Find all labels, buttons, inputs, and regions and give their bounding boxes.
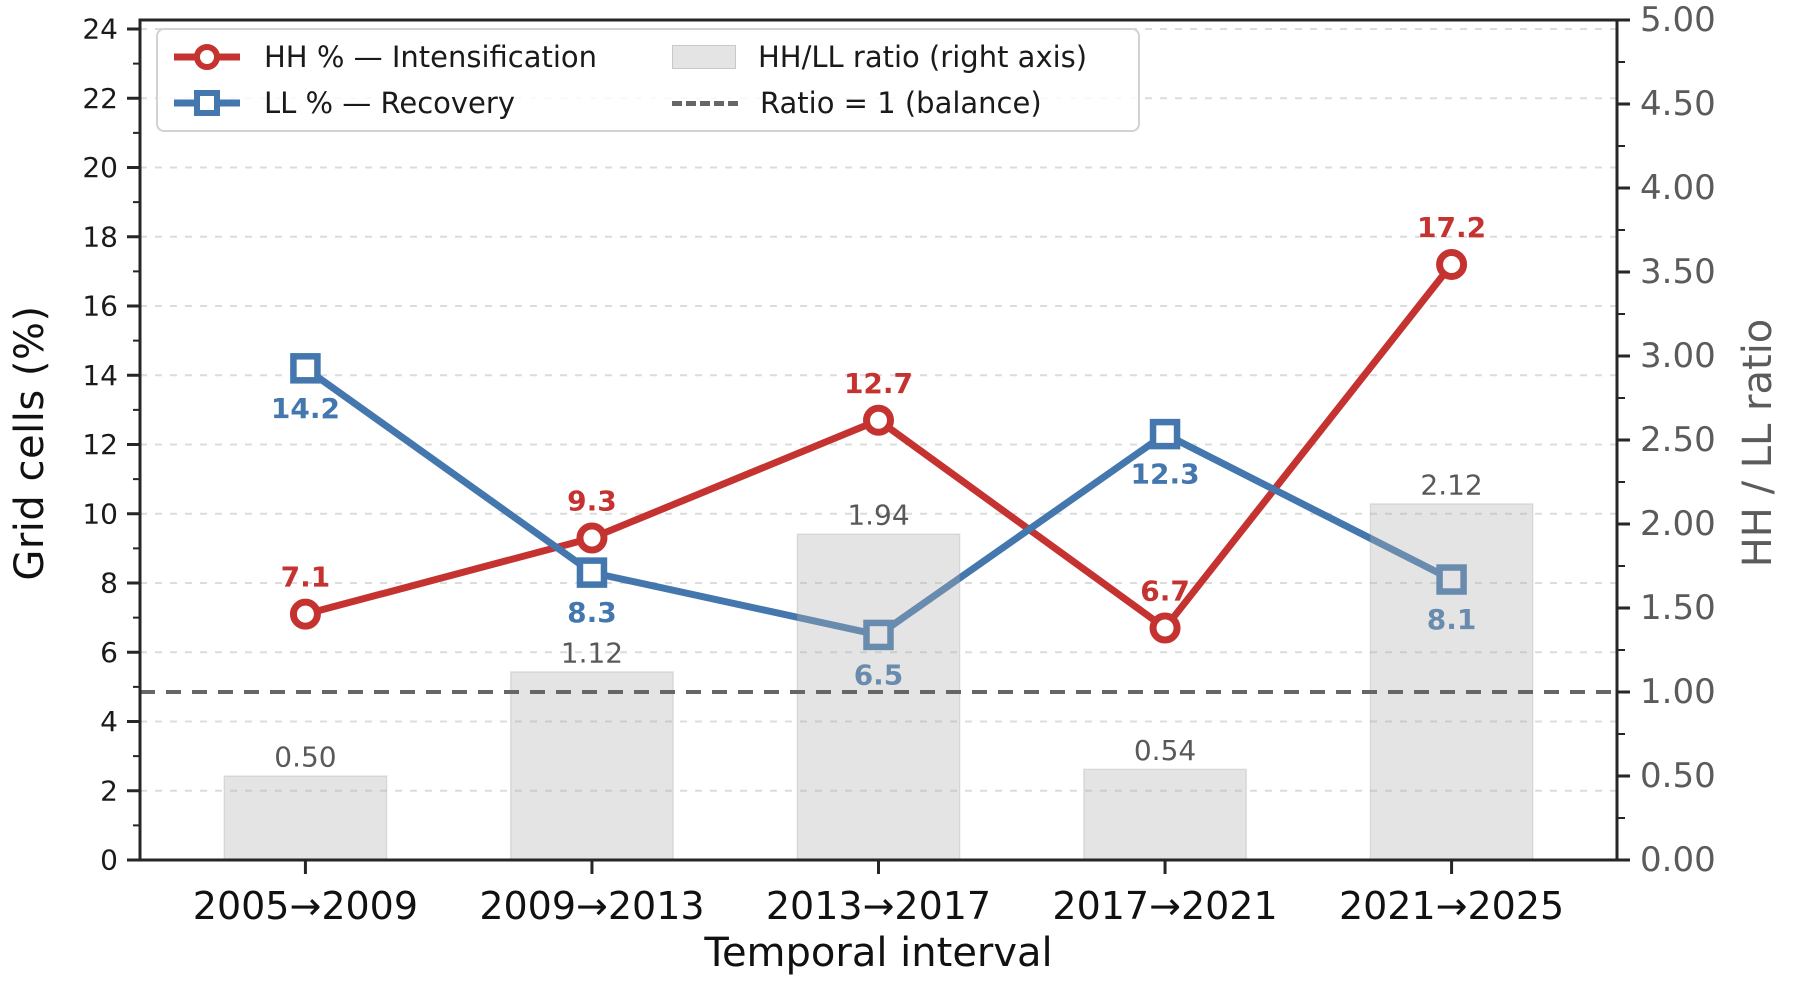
hh-value-label: 17.2 [1417,211,1486,244]
right-tick-label: 1.50 [1640,588,1716,628]
legend-column-ratio: HH/LL ratio (right axis) Ratio = 1 (bala… [672,36,1124,124]
right-tick-label: 2.50 [1640,420,1716,460]
left-axis-title: Grid cells (%) [7,305,53,581]
legend-column-lines: HH % — Intensification LL % — Recovery [172,36,672,124]
hh-value-label: 6.7 [1140,575,1190,608]
legend-label-ratio-bar: HH/LL ratio (right axis) [758,40,1088,74]
ll-marker [1149,418,1181,450]
x-tick-label: 2005→2009 [193,884,418,928]
hh-marker [1436,248,1468,280]
legend-label-hh: HH % — Intensification [264,40,598,74]
left-tick-label: 12 [82,428,118,461]
left-tick-label: 2 [100,774,118,807]
ll-value-label: 6.5 [854,658,904,691]
hh-value-label: 12.7 [844,367,913,400]
right-tick-label: 4.00 [1640,168,1716,208]
x-tick-label: 2017→2021 [1052,884,1277,928]
hh-marker [863,404,894,436]
left-tick-label: 18 [82,220,118,253]
ratio-bar [796,533,961,861]
left-tick-label: 10 [82,497,118,530]
hh-series: 7.1 9.3 12.7 6.7 17.2 [281,211,1486,644]
right-tick-label: 1.00 [1640,672,1716,712]
ratio-bar [1369,503,1534,861]
legend: HH % — Intensification LL % — Recovery H… [156,28,1140,132]
dashed-line-sample-icon [672,100,738,106]
right-tick-label: 3.50 [1640,252,1716,292]
legend-entry-ratio-one: Ratio = 1 (balance) [672,82,1124,124]
right-tick-label: 0.50 [1640,756,1716,796]
legend-label-ll: LL % — Recovery [264,86,515,120]
hh-marker [576,522,608,554]
legend-label-ratio-one: Ratio = 1 (balance) [760,86,1042,120]
ratio-bar-sample-icon [672,45,736,69]
ll-series: 14.2 8.3 6.5 12.3 8.1 [271,353,1477,691]
right-tick-label: 2.00 [1640,504,1716,544]
legend-entry-hh: HH % — Intensification [172,36,672,78]
ratio-bar-label: 0.54 [1134,734,1196,767]
x-tick-label: 2021→2025 [1339,884,1564,928]
ll-value-label: 12.3 [1130,458,1199,491]
hh-line-sample-icon [174,44,240,70]
ll-value-label: 8.1 [1427,603,1477,636]
ll-line-sample-icon [174,90,240,116]
x-axis-title: Temporal interval [704,930,1053,976]
x-tick-label: 2009→2013 [479,884,704,928]
right-tick-label: 5.00 [1640,0,1716,40]
legend-entry-ll: LL % — Recovery [172,82,672,124]
hh-marker [289,598,321,630]
right-tick-label: 3.00 [1640,336,1716,376]
ratio-bars: 0.50 1.12 1.94 0.54 2.12 [223,468,1534,861]
ratio-bar-label: 1.94 [847,499,909,532]
right-axis: 0.00 0.50 1.00 1.50 2.00 2.50 3.00 3.50 4.00 4.50… [1617,0,1716,880]
ratio-bar [223,775,388,861]
left-tick-label: 24 [82,13,118,46]
left-tick-label: 16 [82,290,118,323]
ll-marker [1436,564,1467,595]
ratio-bar [1083,768,1248,861]
ratio-bar-label: 1.12 [561,636,623,669]
hh-marker [1149,612,1181,644]
left-tick-label: 20 [82,151,118,184]
left-tick-label: 0 [100,844,118,877]
ll-value-label: 14.2 [271,392,340,425]
hh-value-label: 7.1 [281,561,331,594]
ll-marker [290,353,321,384]
hh-value-label: 9.3 [567,484,617,517]
ratio-bar-label: 0.50 [274,741,336,774]
left-tick-label: 14 [82,359,118,392]
left-tick-label: 6 [100,636,118,669]
x-axis: 2005→2009 2009→2013 2013→2017 2017→2021 2021… [193,860,1564,928]
ll-marker [863,619,894,651]
left-tick-label: 8 [100,567,118,600]
ll-marker [576,557,608,588]
right-tick-label: 0.00 [1640,840,1716,880]
ll-value-label: 8.3 [567,596,617,629]
right-tick-label: 4.50 [1640,84,1716,124]
legend-entry-ratio-bar: HH/LL ratio (right axis) [672,36,1124,78]
left-tick-label: 22 [82,82,118,115]
ratio-bar-label: 2.12 [1420,468,1482,501]
x-tick-label: 2013→2017 [766,884,991,928]
ratio-bar [509,671,674,861]
left-tick-label: 4 [100,705,118,738]
right-axis-title: HH / LL ratio [1735,318,1781,568]
